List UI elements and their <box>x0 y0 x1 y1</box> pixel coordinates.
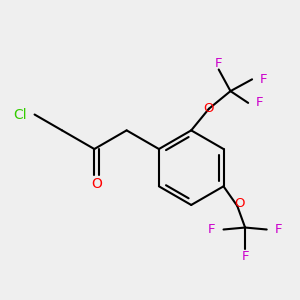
Text: O: O <box>91 177 102 191</box>
Text: F: F <box>242 250 249 263</box>
Text: Cl: Cl <box>13 107 27 122</box>
Text: O: O <box>204 102 214 115</box>
Text: O: O <box>234 197 244 211</box>
Text: F: F <box>215 57 223 70</box>
Text: F: F <box>274 223 282 236</box>
Text: F: F <box>256 96 263 110</box>
Text: F: F <box>208 223 216 236</box>
Text: F: F <box>260 73 267 86</box>
